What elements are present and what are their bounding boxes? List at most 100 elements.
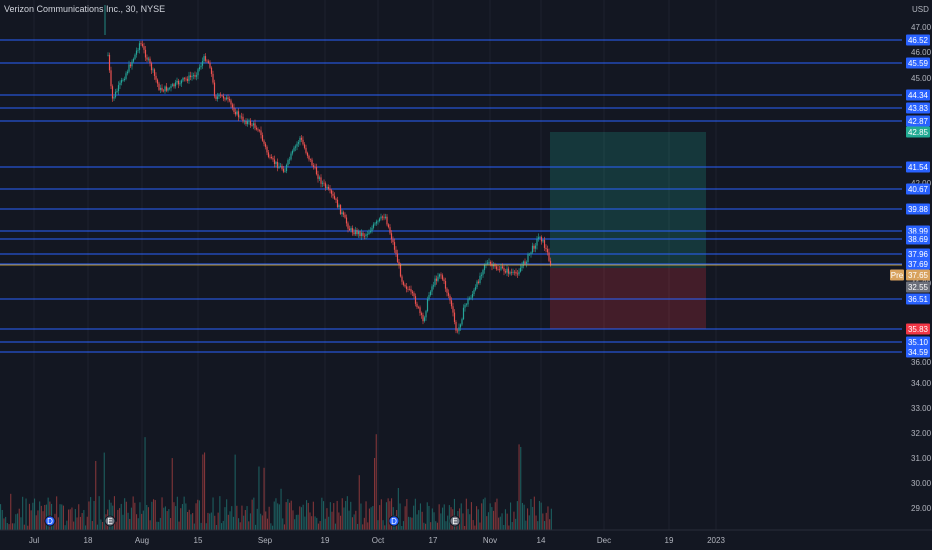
price-tag xyxy=(906,102,930,114)
dividend-marker-icon[interactable] xyxy=(44,515,56,527)
volume-bar xyxy=(370,507,372,530)
candle-body xyxy=(347,223,349,229)
volume-bar xyxy=(27,525,29,530)
volume-bar xyxy=(404,506,406,530)
candle-body xyxy=(246,121,249,125)
candle-body xyxy=(357,231,360,235)
time-tick-label: 19 xyxy=(321,536,330,545)
volume-bar xyxy=(98,496,100,530)
time-axis[interactable]: Jul 18 Aug 15 Sep 19 Oct 17 Nov 14 Dec 19 2023 xyxy=(0,529,932,545)
volume-bar xyxy=(170,518,172,530)
volume-bar xyxy=(238,518,240,530)
candle-body xyxy=(435,278,438,281)
volume-bar xyxy=(527,508,529,530)
volume-bar xyxy=(544,521,546,530)
volume-bar xyxy=(20,517,22,530)
volume-bar xyxy=(137,518,139,530)
volume-bar xyxy=(433,512,435,530)
volume-bar xyxy=(414,498,416,530)
volume-bar xyxy=(59,504,61,530)
candle-body xyxy=(354,229,357,235)
volume-bar xyxy=(300,507,302,530)
candle-body xyxy=(377,221,379,222)
candle-body xyxy=(126,71,129,74)
candle-body xyxy=(110,70,112,87)
price-tick-label: 47.00 xyxy=(911,23,932,32)
volume-bar xyxy=(537,521,539,530)
stop-zone[interactable] xyxy=(550,268,706,329)
volume-bar xyxy=(316,517,318,530)
candle-body xyxy=(428,295,430,299)
candle-body xyxy=(119,82,121,86)
volume-bar xyxy=(85,525,87,530)
candle-body xyxy=(533,245,535,249)
volume-bar xyxy=(292,510,294,530)
candle-body xyxy=(297,142,300,144)
volume-bar xyxy=(57,517,59,530)
candle-body xyxy=(191,76,193,78)
event-marker-label: E xyxy=(107,517,112,526)
chart-title: Verizon Communications Inc., 30, NYSE xyxy=(4,4,166,14)
candle-body xyxy=(446,288,448,293)
price-tick-label: 28.00 xyxy=(911,0,932,2)
volume-bar xyxy=(86,516,88,530)
candle-body xyxy=(293,147,295,151)
candle-body xyxy=(480,274,483,276)
candle-body xyxy=(306,152,309,156)
volume-bar xyxy=(513,511,515,530)
volume-bar xyxy=(3,518,5,530)
target-zone[interactable] xyxy=(550,132,706,268)
volume-bar xyxy=(287,499,289,530)
volume-bar xyxy=(236,505,238,530)
price-tick-label: 33.00 xyxy=(911,404,932,413)
candle-body xyxy=(443,279,445,282)
candle-body xyxy=(147,58,150,60)
earnings-marker-icon[interactable] xyxy=(449,515,461,527)
volume-bar xyxy=(506,513,508,530)
price-tag xyxy=(906,248,930,260)
volume-bar xyxy=(83,510,85,530)
earnings-marker-icon[interactable] xyxy=(104,515,116,527)
volume-bar xyxy=(384,525,386,530)
candle-body xyxy=(470,297,472,299)
volume-bar xyxy=(127,512,129,530)
candle-body xyxy=(348,228,351,230)
candle-body xyxy=(483,264,486,271)
volume-bar xyxy=(103,452,105,530)
candle-body xyxy=(111,86,114,99)
volume-bar xyxy=(357,523,359,530)
candle-body xyxy=(476,281,478,288)
time-tick-label: Jul xyxy=(29,536,39,545)
volume-bar xyxy=(125,501,127,530)
volume-bar xyxy=(328,516,330,530)
candle-body xyxy=(365,234,367,237)
candle-body xyxy=(182,78,184,81)
time-tick-label: 15 xyxy=(194,536,203,545)
candle-body xyxy=(192,75,195,77)
volume-bar xyxy=(52,522,54,530)
candle-body xyxy=(237,111,240,118)
candle-body xyxy=(431,286,433,292)
volume-bar xyxy=(214,515,216,530)
candle-body xyxy=(242,116,244,122)
volume-bar xyxy=(69,509,71,530)
candle-body xyxy=(461,319,463,325)
candle-body xyxy=(360,232,363,237)
candle-body xyxy=(503,268,505,272)
candle-body xyxy=(326,186,328,188)
volume-bar xyxy=(504,509,506,530)
volume-bar xyxy=(516,501,518,530)
volume-bar xyxy=(39,501,41,530)
candle-body xyxy=(323,182,325,184)
candle-body xyxy=(465,304,468,305)
event-marker-label: D xyxy=(47,517,53,526)
candle-body xyxy=(356,229,358,235)
dividend-marker-icon[interactable] xyxy=(388,515,400,527)
candle-body xyxy=(471,294,474,298)
candle-body xyxy=(129,64,132,67)
volume-bar xyxy=(503,524,505,530)
candle-body xyxy=(116,90,118,92)
volume-bar xyxy=(280,488,282,530)
